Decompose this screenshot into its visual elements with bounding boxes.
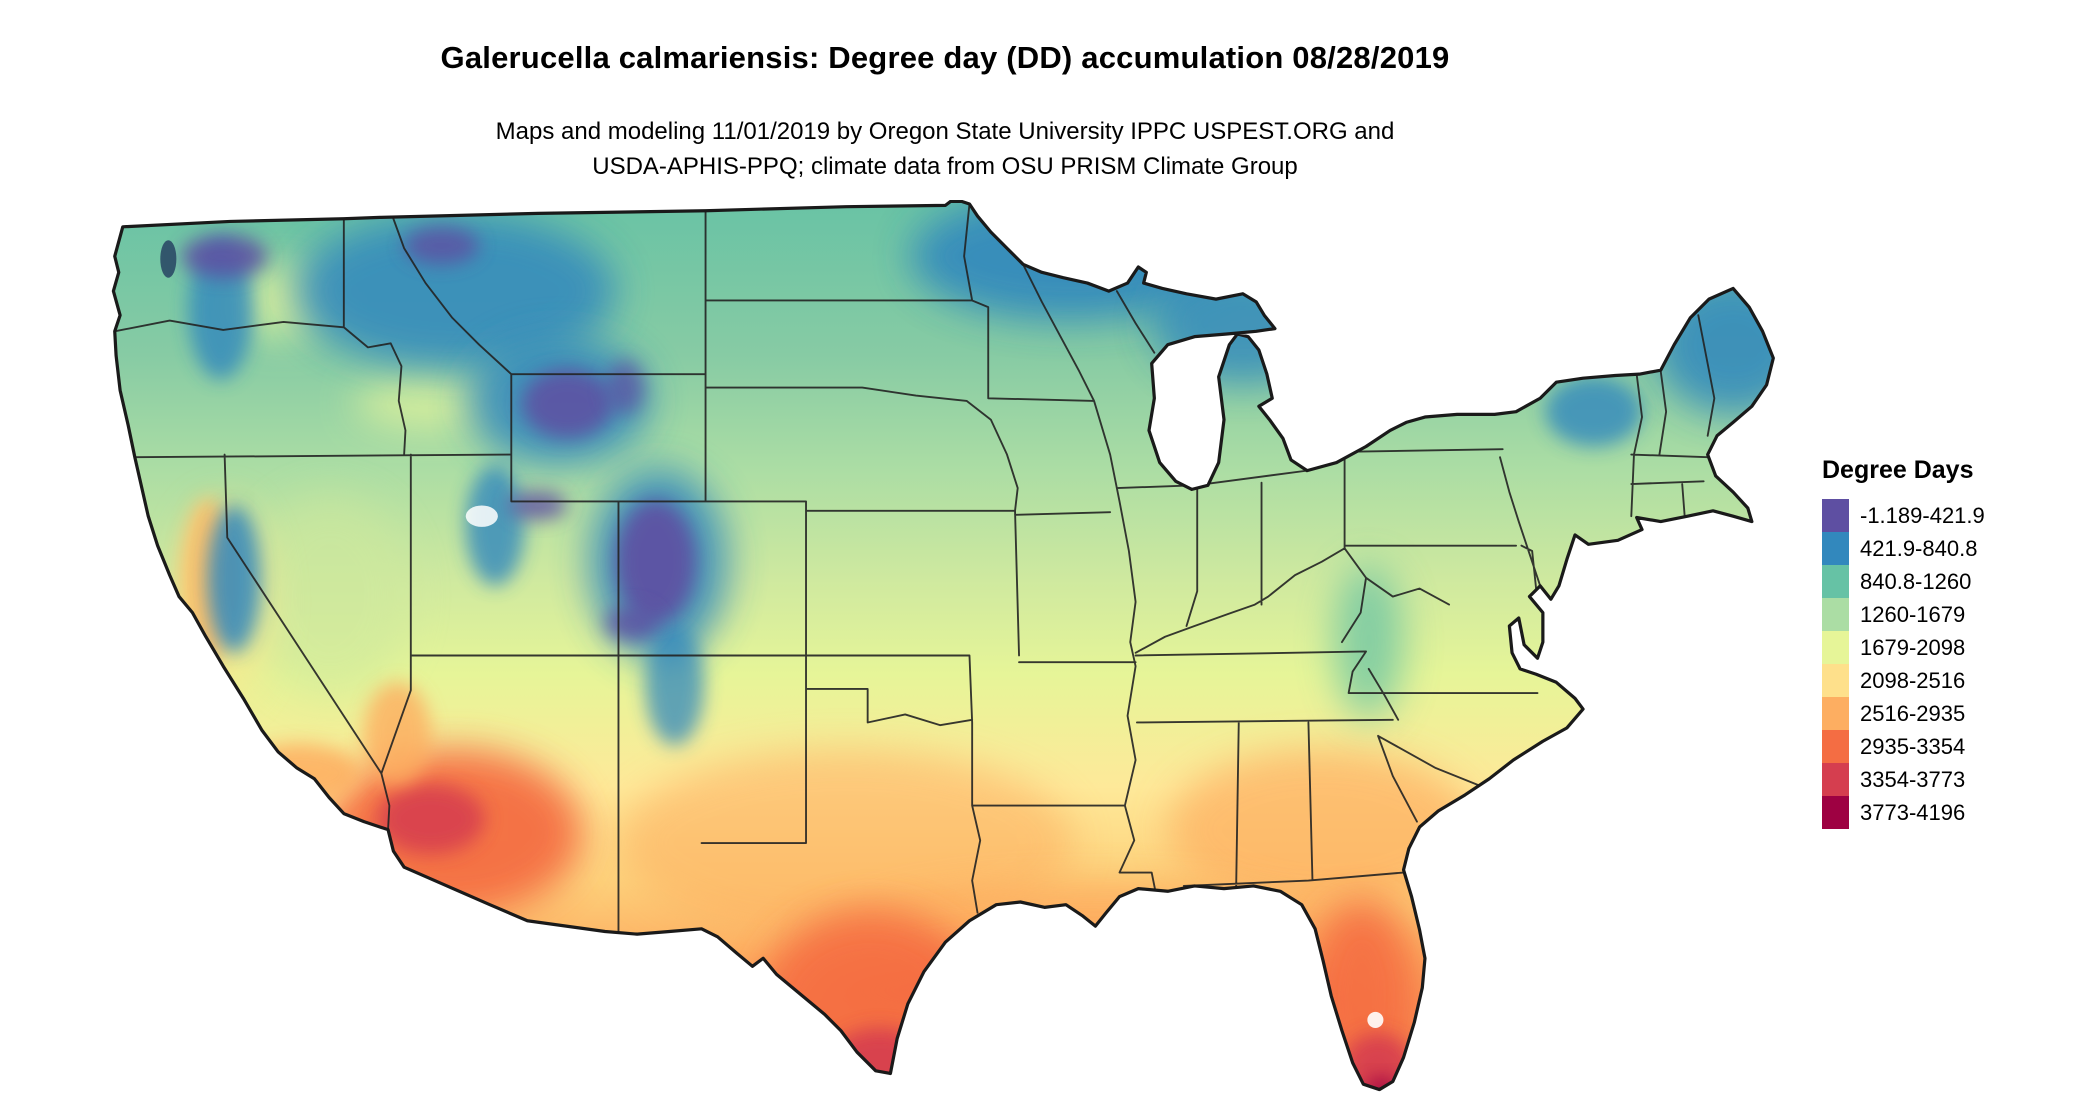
page-title: Galerucella calmariensis: Degree day (DD… <box>440 40 1450 75</box>
legend-item: 421.9-840.8 <box>1822 532 1985 565</box>
conus-choropleth-svg <box>111 200 1775 1092</box>
legend-item: -1.189-421.9 <box>1822 499 1985 532</box>
subtitle-line-2: USDA-APHIS-PPQ; climate data from OSU PR… <box>592 153 1298 180</box>
legend-range-label: 1260-1679 <box>1860 601 1966 627</box>
legend-range-label: -1.189-421.9 <box>1860 502 1985 528</box>
legend-color-swatch <box>1822 730 1849 763</box>
legend-range-label: 2098-2516 <box>1860 667 1966 693</box>
legend-color-swatch <box>1822 565 1849 598</box>
legend-range-label: 421.9-840.8 <box>1860 535 1978 561</box>
legend-range-label: 3354-3773 <box>1860 766 1966 792</box>
legend-color-swatch <box>1822 631 1849 664</box>
us-outline <box>111 200 1775 1092</box>
legend-item: 2935-3354 <box>1822 730 1985 763</box>
legend-item: 2516-2935 <box>1822 697 1985 730</box>
legend-color-swatch <box>1822 796 1849 829</box>
legend-item: 840.8-1260 <box>1822 565 1985 598</box>
legend-color-swatch <box>1822 532 1849 565</box>
legend-item: 3354-3773 <box>1822 763 1985 796</box>
legend-color-swatch <box>1822 598 1849 631</box>
subtitle: Maps and modeling 11/01/2019 by Oregon S… <box>0 114 1890 184</box>
legend-range-label: 840.8-1260 <box>1860 568 1972 594</box>
legend-range-label: 3773-4196 <box>1860 799 1966 825</box>
legend-items: -1.189-421.9 421.9-840.8 840.8-1260 1260-16… <box>1822 499 1985 829</box>
legend-color-swatch <box>1822 763 1849 796</box>
state-borders <box>113 203 1716 934</box>
legend-item: 1679-2098 <box>1822 631 1985 664</box>
us-degree-day-map <box>95 200 1785 1111</box>
legend-range-label: 2935-3354 <box>1860 733 1966 759</box>
legend-item: 2098-2516 <box>1822 664 1985 697</box>
legend-item: 1260-1679 <box>1822 598 1985 631</box>
legend-range-label: 2516-2935 <box>1860 700 1966 726</box>
legend-color-swatch <box>1822 499 1849 532</box>
legend-range-label: 1679-2098 <box>1860 634 1966 660</box>
legend-item: 3773-4196 <box>1822 796 1985 829</box>
legend-color-swatch <box>1822 664 1849 697</box>
subtitle-line-1: Maps and modeling 11/01/2019 by Oregon S… <box>495 118 1395 145</box>
legend-title: Degree Days <box>1822 456 1974 484</box>
legend-color-swatch <box>1822 697 1849 730</box>
legend: Degree Days -1.189-421.9 421.9-840.8 840.8… <box>1822 456 1985 829</box>
